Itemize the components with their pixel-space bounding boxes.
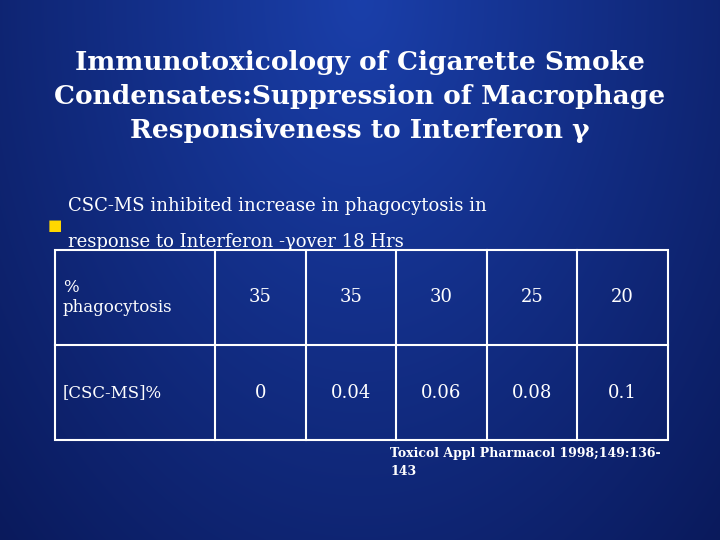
- Text: 35: 35: [249, 288, 271, 307]
- Text: ■: ■: [48, 218, 63, 233]
- Text: 0.04: 0.04: [330, 383, 371, 402]
- Text: 0.06: 0.06: [421, 383, 462, 402]
- Text: CSC-MS inhibited increase in phagocytosis in: CSC-MS inhibited increase in phagocytosi…: [68, 197, 487, 215]
- Text: 30: 30: [430, 288, 453, 307]
- Text: [CSC-MS]%: [CSC-MS]%: [63, 384, 162, 401]
- Text: 0.08: 0.08: [512, 383, 552, 402]
- Text: 0.1: 0.1: [608, 383, 637, 402]
- Text: 0: 0: [255, 383, 266, 402]
- Text: %
phagocytosis: % phagocytosis: [63, 279, 173, 316]
- Text: response to Interferon -γover 18 Hrs: response to Interferon -γover 18 Hrs: [68, 233, 404, 251]
- Bar: [55, 250, 668, 440]
- Text: 35: 35: [339, 288, 362, 307]
- Text: 20: 20: [611, 288, 634, 307]
- Text: 25: 25: [521, 288, 544, 307]
- Text: Toxicol Appl Pharmacol 1998;149:136-: Toxicol Appl Pharmacol 1998;149:136-: [390, 447, 661, 460]
- Text: Immunotoxicology of Cigarette Smoke
Condensates:Suppression of Macrophage
Respon: Immunotoxicology of Cigarette Smoke Cond…: [55, 50, 665, 143]
- Text: 143: 143: [390, 465, 416, 478]
